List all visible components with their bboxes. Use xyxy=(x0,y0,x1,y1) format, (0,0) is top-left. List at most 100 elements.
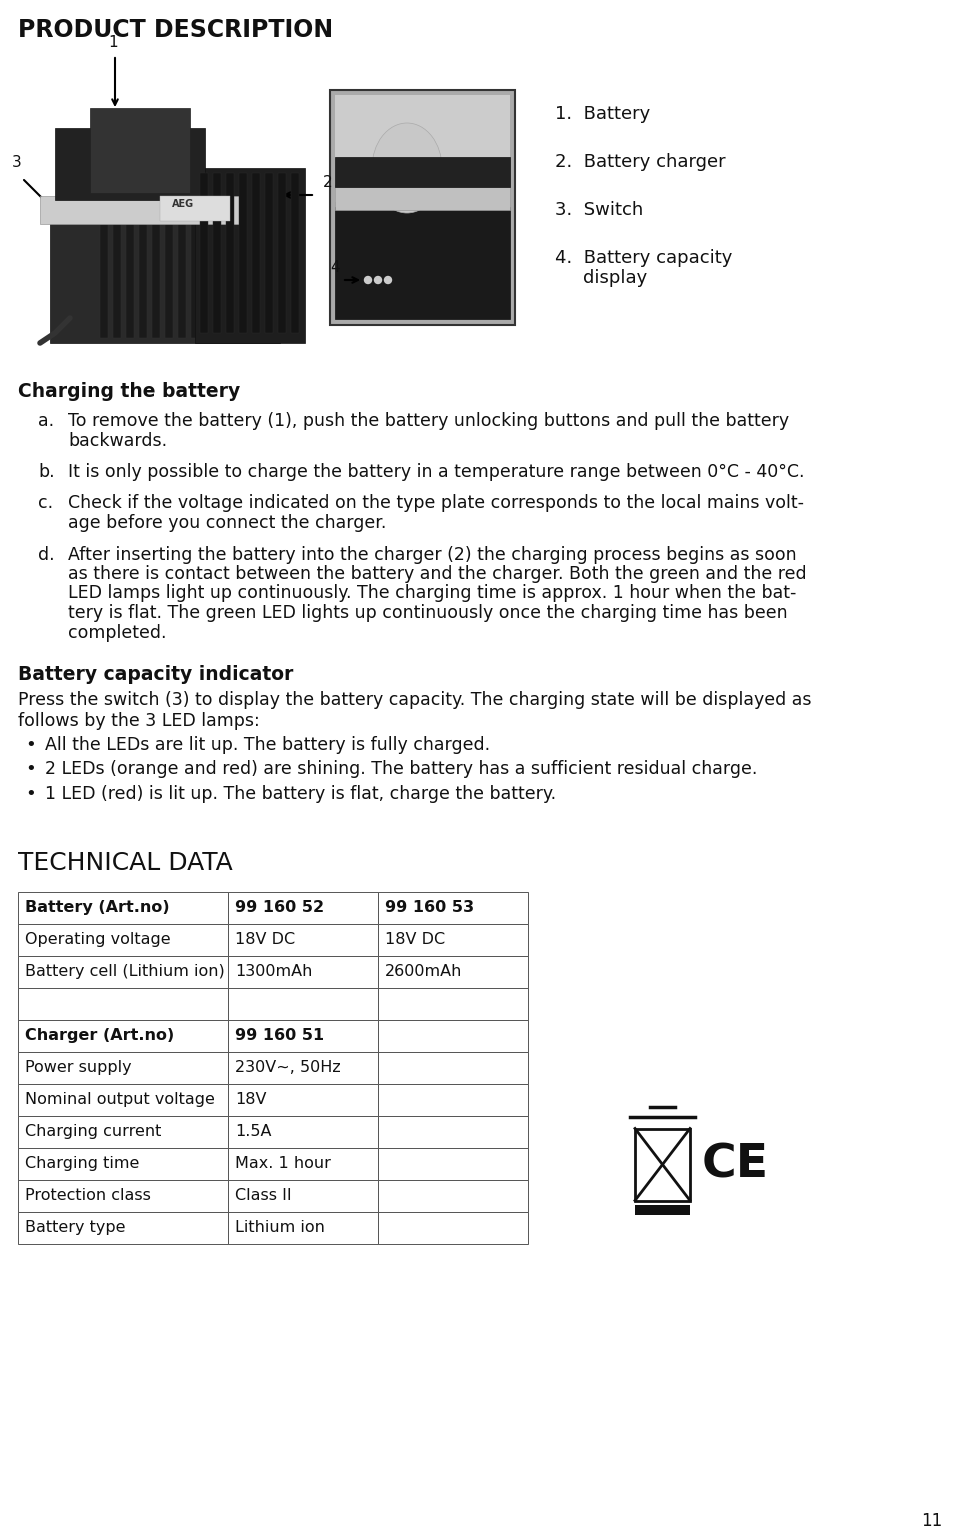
Bar xyxy=(228,1212,378,1244)
Text: LED lamps light up continuously. The charging time is approx. 1 hour when the ba: LED lamps light up continuously. The cha… xyxy=(68,585,797,602)
Text: 2: 2 xyxy=(323,176,332,189)
Bar xyxy=(335,95,510,202)
Bar xyxy=(191,223,199,338)
Text: 1300mAh: 1300mAh xyxy=(235,964,312,979)
Text: as there is contact between the battery and the charger. Both the green and the : as there is contact between the battery … xyxy=(68,565,806,584)
Bar xyxy=(18,1051,228,1083)
Bar xyxy=(213,173,221,333)
Bar xyxy=(239,173,247,333)
Bar xyxy=(291,173,299,333)
Bar xyxy=(18,1212,228,1244)
Text: Max. 1 hour: Max. 1 hour xyxy=(235,1157,331,1170)
Bar xyxy=(228,955,378,987)
Text: tery is flat. The green LED lights up continuously once the charging time has be: tery is flat. The green LED lights up co… xyxy=(68,604,787,622)
Bar xyxy=(50,219,280,342)
Bar xyxy=(228,1148,378,1180)
Text: Check if the voltage indicated on the type plate corresponds to the local mains : Check if the voltage indicated on the ty… xyxy=(68,495,804,512)
Text: 2 LEDs (orange and red) are shining. The battery has a sufficient residual charg: 2 LEDs (orange and red) are shining. The… xyxy=(45,761,757,778)
Ellipse shape xyxy=(372,122,442,212)
Text: •: • xyxy=(25,736,36,753)
Bar xyxy=(228,1115,378,1148)
Text: 1: 1 xyxy=(108,35,118,50)
Text: backwards.: backwards. xyxy=(68,431,167,449)
Bar xyxy=(635,1204,690,1215)
Text: Class II: Class II xyxy=(235,1187,292,1203)
Text: 18V: 18V xyxy=(235,1093,267,1106)
Text: 1.  Battery: 1. Battery xyxy=(555,105,650,122)
Bar xyxy=(378,987,528,1019)
Text: PRODUCT DESCRIPTION: PRODUCT DESCRIPTION xyxy=(18,18,333,41)
Bar xyxy=(152,223,160,338)
Bar xyxy=(252,173,260,333)
Bar xyxy=(378,923,528,955)
Bar xyxy=(18,1115,228,1148)
Bar xyxy=(178,223,186,338)
Text: Battery type: Battery type xyxy=(25,1219,126,1235)
Bar xyxy=(378,1051,528,1083)
Circle shape xyxy=(385,277,392,284)
Text: 1.5A: 1.5A xyxy=(235,1125,272,1138)
Text: 99 160 51: 99 160 51 xyxy=(235,1028,324,1044)
Text: Charger (Art.no): Charger (Art.no) xyxy=(25,1028,175,1044)
Bar xyxy=(228,1019,378,1051)
Text: AEG: AEG xyxy=(172,199,194,209)
Text: 18V DC: 18V DC xyxy=(385,932,445,947)
Text: 2.  Battery charger: 2. Battery charger xyxy=(555,153,726,171)
Bar xyxy=(228,1051,378,1083)
Text: 230V~, 50Hz: 230V~, 50Hz xyxy=(235,1060,341,1076)
Bar xyxy=(256,223,264,338)
Bar xyxy=(335,185,510,209)
Circle shape xyxy=(374,277,381,284)
Bar xyxy=(18,1180,228,1212)
Text: follows by the 3 LED lamps:: follows by the 3 LED lamps: xyxy=(18,712,260,729)
Bar xyxy=(18,1019,228,1051)
Bar xyxy=(378,1148,528,1180)
Text: Battery (Art.no): Battery (Art.no) xyxy=(25,900,170,915)
Text: 1 LED (red) is lit up. The battery is flat, charge the battery.: 1 LED (red) is lit up. The battery is fl… xyxy=(45,785,556,804)
Text: 4: 4 xyxy=(330,260,340,275)
Text: age before you connect the charger.: age before you connect the charger. xyxy=(68,513,386,532)
Text: 3: 3 xyxy=(12,154,22,170)
Text: Battery cell (Lithium ion): Battery cell (Lithium ion) xyxy=(25,964,225,979)
Bar xyxy=(228,891,378,923)
Bar xyxy=(330,90,515,325)
Text: d.: d. xyxy=(38,545,55,564)
Text: Lithium ion: Lithium ion xyxy=(235,1219,324,1235)
Bar xyxy=(100,223,108,338)
Bar xyxy=(228,1180,378,1212)
Bar xyxy=(378,891,528,923)
Text: 2600mAh: 2600mAh xyxy=(385,964,463,979)
Text: Charging the battery: Charging the battery xyxy=(18,382,240,400)
Bar xyxy=(226,173,234,333)
Text: Charging current: Charging current xyxy=(25,1125,161,1138)
Bar xyxy=(378,1212,528,1244)
Text: Press the switch (3) to display the battery capacity. The charging state will be: Press the switch (3) to display the batt… xyxy=(18,691,811,709)
Bar xyxy=(378,955,528,987)
Text: Power supply: Power supply xyxy=(25,1060,132,1076)
Bar xyxy=(335,157,510,186)
Bar xyxy=(204,223,212,338)
Text: After inserting the battery into the charger (2) the charging process begins as : After inserting the battery into the cha… xyxy=(68,545,797,564)
Bar xyxy=(18,955,228,987)
Bar xyxy=(278,173,286,333)
Text: a.: a. xyxy=(38,413,54,429)
Bar xyxy=(160,196,230,222)
Text: It is only possible to charge the battery in a temperature range between 0°C - 4: It is only possible to charge the batter… xyxy=(68,463,804,481)
Bar xyxy=(20,47,315,342)
Bar xyxy=(113,223,121,338)
Text: 4.  Battery capacity: 4. Battery capacity xyxy=(555,249,732,267)
Bar xyxy=(40,196,240,225)
Text: 11: 11 xyxy=(921,1513,942,1528)
Text: display: display xyxy=(583,269,647,287)
Bar xyxy=(228,923,378,955)
Text: 3.  Switch: 3. Switch xyxy=(555,202,643,219)
Bar xyxy=(217,223,225,338)
Bar xyxy=(378,1083,528,1115)
Text: •: • xyxy=(25,785,36,804)
Text: Protection class: Protection class xyxy=(25,1187,151,1203)
Bar xyxy=(635,1129,690,1201)
Bar xyxy=(18,1083,228,1115)
Bar xyxy=(378,1115,528,1148)
Bar xyxy=(228,1083,378,1115)
Bar xyxy=(139,223,147,338)
